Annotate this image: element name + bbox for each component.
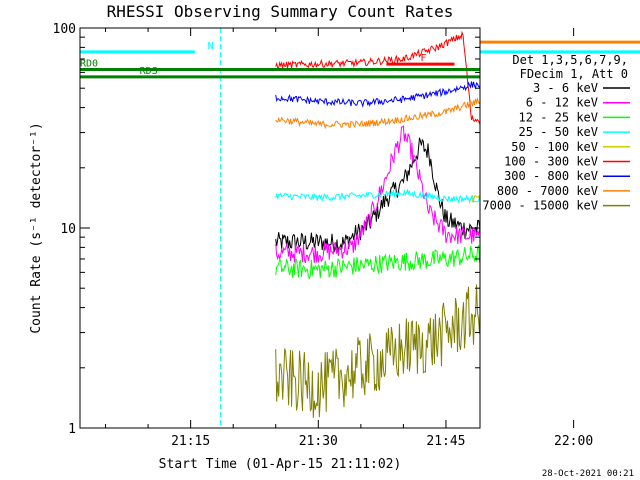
x-tick-label: 22:00 xyxy=(554,434,593,449)
axes-layer: 21:1521:3021:4522:0022:1522:3022:4511010… xyxy=(53,22,594,449)
flag-label: F xyxy=(420,53,426,64)
series-layer xyxy=(275,30,480,418)
series-line xyxy=(275,137,480,253)
x-tick-label: 21:30 xyxy=(299,434,338,449)
legend-entry: 800 - 7000 keV xyxy=(497,184,598,198)
y-tick-label: 10 xyxy=(60,222,76,237)
y-axis-label: Count Rate (s⁻¹ detector⁻¹) xyxy=(29,122,44,333)
legend-entry: 25 - 50 keV xyxy=(519,125,598,139)
series-line xyxy=(275,188,480,205)
series-line xyxy=(275,96,480,130)
x-tick-label: 21:45 xyxy=(426,434,465,449)
legend: Det 1,3,5,6,7,9,FDecim 1, Att 03 - 6 keV… xyxy=(482,53,630,213)
flag-label: N xyxy=(208,41,214,52)
x-axis-label: Start Time (01-Apr-15 21:11:02) xyxy=(159,457,402,472)
series-line xyxy=(275,125,480,264)
legend-entry: 12 - 25 keV xyxy=(519,110,598,124)
footer-timestamp: 28-Oct-2021 00:21 xyxy=(542,469,634,479)
chart-title: RHESSI Observing Summary Count Rates xyxy=(107,2,454,21)
legend-entry: 300 - 800 keV xyxy=(504,169,598,183)
series-line xyxy=(275,244,480,280)
legend-header: FDecim 1, Att 0 xyxy=(520,67,628,81)
legend-entry: 100 - 300 keV xyxy=(504,155,598,169)
legend-entry: 50 - 100 keV xyxy=(511,140,598,154)
series-line xyxy=(275,30,480,125)
legend-header: Det 1,3,5,6,7,9, xyxy=(512,53,628,67)
y-tick-label: 100 xyxy=(53,22,76,37)
legend-entry: 6 - 12 keV xyxy=(526,96,598,110)
x-tick-label: 21:15 xyxy=(171,434,210,449)
y-tick-label: 1 xyxy=(68,422,76,437)
series-line xyxy=(275,81,480,108)
flag-layer: NSFRD0RDS xyxy=(79,28,640,428)
series-line xyxy=(275,284,480,418)
flag-label: RD0 xyxy=(80,59,98,70)
legend-entry: 7000 - 15000 keV xyxy=(482,199,598,213)
legend-entry: 3 - 6 keV xyxy=(533,81,598,95)
flag-label: RDS xyxy=(140,66,158,77)
